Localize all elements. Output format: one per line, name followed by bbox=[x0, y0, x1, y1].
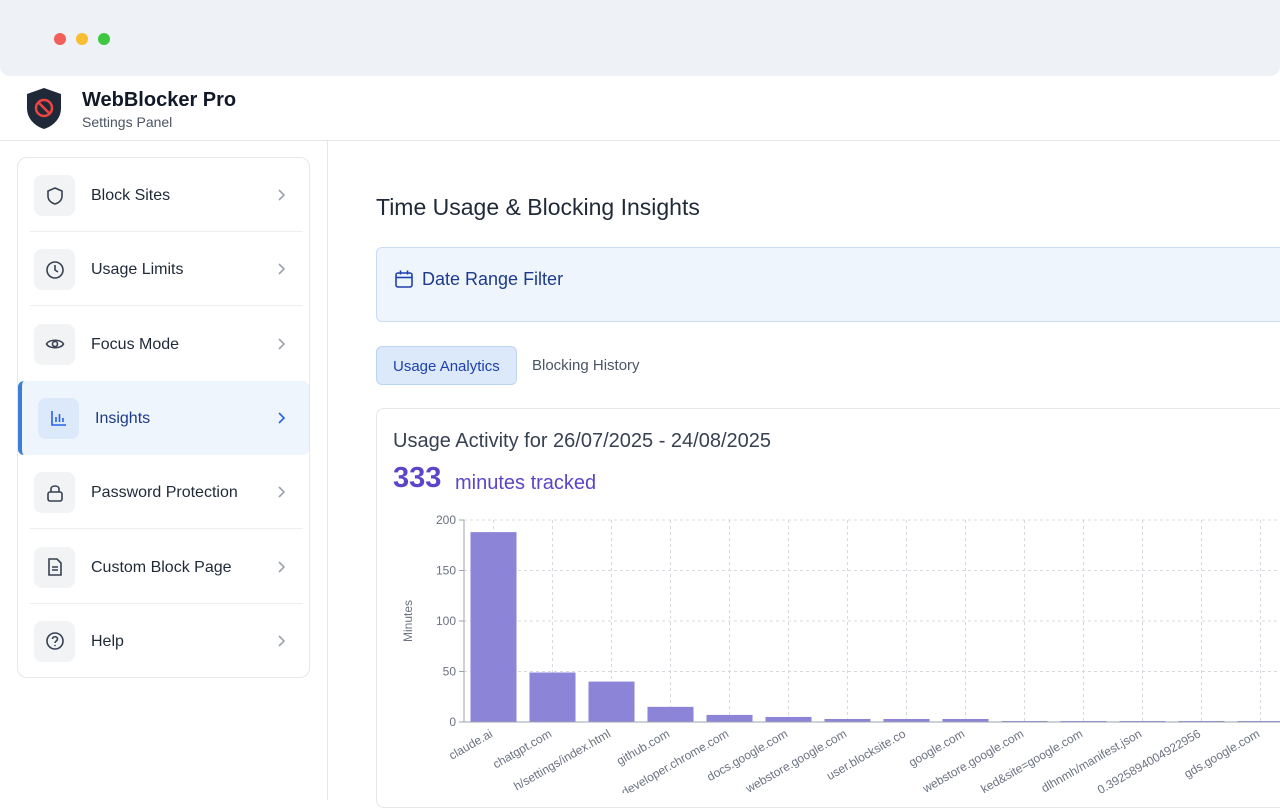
chevron bbox=[278, 189, 286, 201]
nav-item[interactable]: Focus Mode bbox=[18, 307, 309, 381]
x-tick-label: 0.3925894004922956 bbox=[1095, 726, 1203, 793]
chevron bbox=[278, 338, 286, 350]
bar bbox=[765, 716, 812, 722]
nav-label: Help bbox=[91, 632, 124, 650]
y-tick-label: 100 bbox=[436, 614, 456, 628]
x-tick-label: ked&site=google.com bbox=[978, 726, 1085, 793]
window-bar bbox=[0, 0, 1280, 76]
chevron bbox=[278, 486, 286, 498]
nav-item[interactable]: Password Protection bbox=[18, 455, 309, 530]
bar bbox=[942, 718, 989, 722]
chart: 050100150200Minutesclaude.aichatgpt.comh… bbox=[401, 513, 1280, 793]
divider bbox=[327, 141, 328, 800]
total-unit: minutes tracked bbox=[455, 472, 597, 494]
tab[interactable]: Blocking History bbox=[532, 357, 640, 374]
x-tick-label: h/settings/index.html bbox=[511, 726, 613, 793]
nav-icon bbox=[34, 249, 75, 291]
nav-icon bbox=[34, 323, 75, 365]
nav-item[interactable]: Insights bbox=[18, 380, 309, 455]
sidebar: Block Sites Usage Limits Focus Mode Insight… bbox=[17, 157, 310, 678]
maximize-dot[interactable] bbox=[98, 33, 110, 45]
tab[interactable]: Usage Analytics bbox=[376, 346, 517, 385]
separator bbox=[30, 305, 303, 307]
x-tick-label: webstore.google.com bbox=[742, 726, 849, 793]
app-title: WebBlocker Pro bbox=[82, 89, 237, 111]
minimize-dot[interactable] bbox=[76, 33, 88, 45]
bar bbox=[1001, 720, 1048, 722]
nav-icon bbox=[34, 472, 75, 514]
nav-label: Focus Mode bbox=[91, 335, 180, 353]
nav-label: Insights bbox=[95, 409, 151, 427]
app-header: WebBlocker Pro Settings Panel bbox=[0, 76, 1280, 141]
nav-label: Usage Limits bbox=[91, 261, 184, 279]
x-tick-label: dlhnmh/manifest.json bbox=[1039, 726, 1144, 793]
date-filter[interactable]: Date Range Filter bbox=[376, 247, 1280, 322]
bar bbox=[647, 706, 694, 722]
nav-icon bbox=[34, 175, 75, 216]
page-title: Time Usage & Blocking Insights bbox=[376, 194, 700, 220]
bar bbox=[1237, 720, 1280, 722]
filter-label: Date Range Filter bbox=[422, 269, 564, 289]
calendar-icon bbox=[395, 270, 413, 288]
bar bbox=[1119, 720, 1166, 722]
nav-label: Block Sites bbox=[91, 187, 171, 204]
x-tick-label: developer.chrome.com bbox=[619, 726, 731, 793]
nav-item[interactable]: Block Sites bbox=[18, 158, 309, 232]
bar bbox=[1060, 720, 1107, 722]
chevron bbox=[278, 263, 286, 275]
nav-label: Custom Block Page bbox=[91, 558, 232, 576]
bar bbox=[588, 681, 635, 722]
y-axis-label: Minutes bbox=[401, 600, 415, 642]
separator bbox=[30, 528, 303, 530]
nav-item[interactable]: Custom Block Page bbox=[18, 530, 309, 604]
y-tick-label: 50 bbox=[443, 665, 457, 679]
x-tick-label: claude.ai bbox=[446, 726, 495, 762]
bar bbox=[824, 718, 871, 722]
y-tick-label: 150 bbox=[436, 564, 456, 578]
total-minutes: 333 bbox=[393, 462, 442, 494]
separator bbox=[30, 602, 303, 604]
nav-item[interactable]: Help bbox=[18, 604, 309, 678]
y-tick-label: 200 bbox=[436, 513, 456, 527]
nav-label: Password Protection bbox=[91, 484, 238, 502]
nav-item[interactable]: Usage Limits bbox=[18, 232, 309, 307]
close-dot[interactable] bbox=[54, 33, 66, 45]
bar bbox=[883, 718, 930, 722]
bar bbox=[529, 672, 576, 722]
app-subtitle: Settings Panel bbox=[82, 114, 173, 130]
y-tick-label: 0 bbox=[449, 715, 456, 729]
bar bbox=[706, 714, 753, 722]
bar bbox=[1178, 720, 1225, 722]
chevron bbox=[278, 412, 286, 424]
chart-heading: Usage Activity for 26/07/2025 - 24/08/20… bbox=[393, 430, 772, 452]
chevron bbox=[278, 635, 286, 647]
bar bbox=[470, 532, 517, 722]
chevron bbox=[278, 560, 286, 573]
nav-icon bbox=[34, 546, 75, 588]
logo bbox=[27, 88, 61, 129]
x-tick-label: webstore.google.com bbox=[919, 726, 1026, 793]
separator bbox=[30, 231, 303, 232]
nav-icon bbox=[38, 397, 79, 439]
nav-icon bbox=[34, 620, 75, 662]
